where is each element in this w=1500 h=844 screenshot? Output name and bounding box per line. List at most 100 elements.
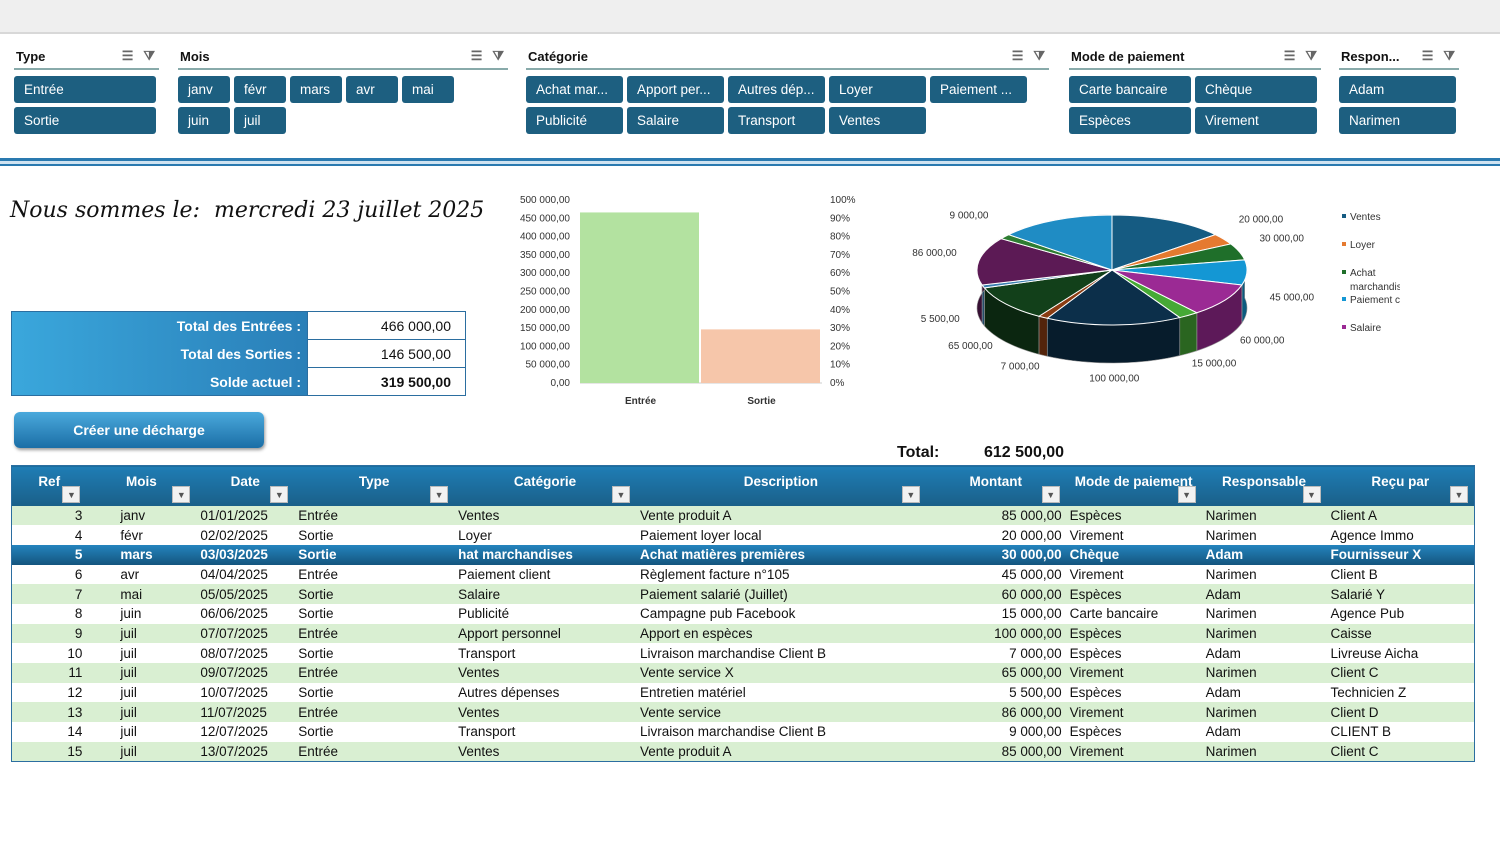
table-cell[interactable]: 8 — [74, 606, 83, 622]
table-cell[interactable]: 10 — [67, 645, 83, 661]
table-cell[interactable]: Transport — [458, 645, 516, 661]
slicer-item[interactable]: Apport per... — [627, 76, 724, 103]
slicer-item[interactable]: Adam — [1339, 76, 1456, 103]
table-cell[interactable]: Virement — [1065, 663, 1202, 683]
table-cell[interactable]: Virement — [1065, 702, 1202, 723]
table-cell[interactable]: Règlement facture n°105 — [639, 566, 790, 582]
table-cell[interactable]: juil — [86, 741, 197, 762]
table-cell[interactable]: Client C — [1326, 663, 1475, 683]
table-cell[interactable]: févr — [120, 527, 143, 543]
table-cell[interactable]: Paiement loyer local — [639, 527, 762, 543]
slicer-item[interactable]: janv — [178, 76, 230, 103]
table-cell[interactable]: 20 000,00 — [1001, 527, 1062, 543]
slicer-item[interactable]: Publicité — [526, 107, 623, 134]
table-cell[interactable]: Fournisseur X — [1326, 544, 1475, 565]
table-cell[interactable]: Entrée — [294, 702, 455, 723]
table-cell[interactable]: Publicité — [458, 606, 510, 622]
table-cell[interactable]: Sortie — [298, 724, 334, 740]
table-cell[interactable]: Ventes — [454, 505, 636, 526]
table-cell[interactable]: Narimen — [1205, 566, 1257, 582]
table-cell[interactable]: Narimen — [1201, 702, 1327, 723]
slicer-item[interactable]: avr — [346, 76, 398, 103]
slicer-item[interactable]: Narimen — [1339, 107, 1456, 134]
table-cell[interactable]: Narimen — [1201, 741, 1327, 762]
slicer-item[interactable]: Espèces — [1069, 107, 1191, 134]
filter-dropdown-icon[interactable]: ▼ — [1302, 485, 1321, 503]
table-row[interactable]: 15 juil 13/07/2025 Entrée Ventes Vente produi… — [11, 741, 1475, 762]
table-cell[interactable]: Campagne pub Facebook — [639, 606, 796, 622]
table-row[interactable]: 10 juil 08/07/2025 Sortie Transport Livraison… — [12, 643, 1475, 663]
table-cell[interactable]: Entrée — [298, 566, 339, 582]
table-cell[interactable]: Virement — [1069, 527, 1124, 543]
multi-select-icon[interactable]: ☰ — [121, 48, 134, 63]
table-cell[interactable]: 30 000,00 — [925, 544, 1066, 565]
slicer-item[interactable]: Entrée — [14, 76, 156, 103]
table-cell[interactable]: 5 500,00 — [1009, 685, 1062, 701]
table-cell[interactable]: 85 000,00 — [925, 505, 1066, 526]
slicer-item[interactable]: Transport — [728, 107, 825, 134]
table-cell[interactable]: Achat matières premières — [635, 544, 926, 565]
clear-filter-icon[interactable]: ⧩ — [1443, 48, 1455, 63]
table-cell[interactable]: Salarié Y — [1326, 584, 1475, 604]
table-cell[interactable]: hat marchandises — [454, 544, 636, 565]
table-cell[interactable]: Transport — [458, 724, 516, 740]
table-cell[interactable]: Loyer — [458, 527, 492, 543]
table-cell[interactable]: 03/03/2025 — [196, 544, 295, 565]
table-cell[interactable]: juil — [86, 623, 197, 644]
slicer-item[interactable]: mars — [290, 76, 342, 103]
filter-dropdown-icon[interactable]: ▼ — [901, 485, 920, 503]
filter-dropdown-icon[interactable]: ▼ — [1041, 485, 1060, 503]
table-row[interactable]: 3 janv 01/01/2025 Entrée Ventes Vente produit… — [11, 505, 1475, 526]
table-cell[interactable]: Ventes — [454, 702, 636, 723]
slicer-item[interactable]: févr — [234, 76, 286, 103]
table-cell[interactable]: 07/07/2025 — [196, 623, 295, 644]
filter-dropdown-icon[interactable]: ▼ — [1450, 485, 1468, 503]
table-cell[interactable]: Narimen — [1201, 663, 1327, 683]
slicer-item[interactable]: Carte bancaire — [1069, 76, 1191, 103]
table-cell[interactable]: 6 — [74, 566, 83, 582]
table-cell[interactable]: Espèces — [1065, 505, 1202, 526]
slicer-item[interactable]: juil — [234, 107, 286, 134]
table-cell[interactable]: Espèces — [1065, 623, 1202, 644]
table-cell[interactable]: 15 — [11, 741, 87, 762]
table-cell[interactable]: 7 — [11, 584, 87, 604]
table-cell[interactable]: Vente service X — [635, 663, 926, 683]
multi-select-icon[interactable]: ☰ — [1011, 48, 1024, 63]
table-cell[interactable]: Adam — [1205, 645, 1241, 661]
table-cell[interactable]: 02/02/2025 — [200, 527, 268, 543]
table-cell[interactable]: Client A — [1326, 505, 1475, 526]
table-cell[interactable]: 13/07/2025 — [196, 741, 295, 762]
table-cell[interactable]: Apport en espèces — [635, 623, 926, 644]
table-cell[interactable]: Sortie — [294, 544, 455, 565]
slicer-item[interactable]: Salaire — [627, 107, 724, 134]
table-cell[interactable]: Salaire — [454, 584, 636, 604]
table-cell[interactable]: Espèces — [1069, 724, 1122, 740]
table-cell[interactable]: Espèces — [1065, 584, 1202, 604]
table-cell[interactable]: 12 — [67, 685, 83, 701]
table-cell[interactable]: 7 000,00 — [1009, 645, 1062, 661]
slicer-item[interactable]: Ventes — [829, 107, 926, 134]
slicer-item[interactable]: Autres dép... — [728, 76, 825, 103]
table-row[interactable]: 6 avr 04/04/2025 Entrée Paiement client Règle… — [12, 565, 1475, 585]
table-cell[interactable]: 06/06/2025 — [200, 606, 268, 622]
table-cell[interactable]: 3 — [11, 505, 87, 526]
table-row[interactable]: 5 mars 03/03/2025 Sortie hat marchandises Ach… — [11, 544, 1475, 565]
table-cell[interactable]: Vente produit A — [635, 741, 926, 762]
table-cell[interactable]: Agence Pub — [1330, 606, 1405, 622]
filter-dropdown-icon[interactable]: ▼ — [62, 485, 81, 503]
table-cell[interactable]: Entrée — [294, 505, 455, 526]
filter-dropdown-icon[interactable]: ▼ — [430, 485, 449, 503]
table-cell[interactable]: Adam — [1201, 544, 1327, 565]
table-cell[interactable]: Adam — [1201, 584, 1327, 604]
table-row[interactable]: 13 juil 11/07/2025 Entrée Ventes Vente servic… — [11, 702, 1475, 723]
table-cell[interactable]: Ventes — [454, 741, 636, 762]
table-row[interactable]: 7 mai 05/05/2025 Sortie Salaire Paiement sala… — [11, 584, 1475, 604]
table-cell[interactable]: 65 000,00 — [925, 663, 1066, 683]
table-cell[interactable]: 09/07/2025 — [196, 663, 295, 683]
multi-select-icon[interactable]: ☰ — [1283, 48, 1296, 63]
table-cell[interactable]: 100 000,00 — [925, 623, 1066, 644]
table-cell[interactable]: Sortie — [298, 606, 334, 622]
table-cell[interactable]: juil — [120, 645, 137, 661]
table-row[interactable]: 14 juil 12/07/2025 Sortie Transport Livraison… — [12, 722, 1475, 742]
table-row[interactable]: 11 juil 09/07/2025 Entrée Ventes Vente servic… — [11, 663, 1475, 683]
